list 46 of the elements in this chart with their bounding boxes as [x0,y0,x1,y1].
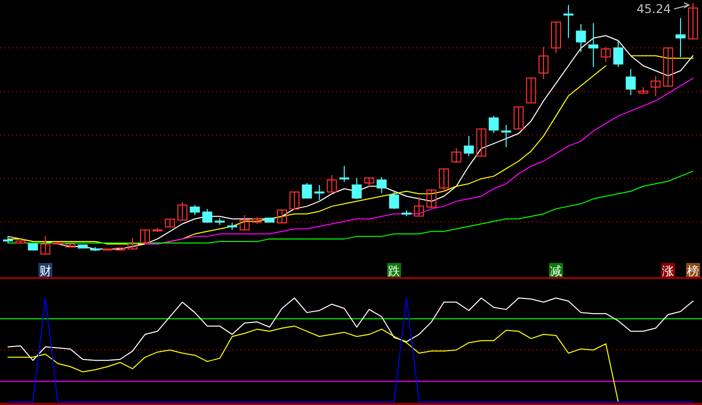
text: 榜 [687,264,699,278]
text: 跌 [388,264,400,278]
candlestick [164,218,175,228]
candlestick [177,202,188,221]
candlestick [551,22,561,54]
candlestick [613,40,624,68]
candlestick [538,46,549,80]
candlestick [626,68,636,96]
text: 财 [39,264,52,278]
candlestick [451,148,462,164]
candlestick [140,229,150,244]
text: 涨 [662,264,674,278]
candlestick [588,22,598,68]
candlestick [40,235,50,254]
text: 减 [550,264,562,278]
candlestick [414,196,424,217]
candlestick [339,165,350,182]
candlestick [688,2,698,40]
candlestick [514,106,524,130]
candlestick [376,176,387,194]
candlestick [576,24,586,52]
candlestick [600,46,611,62]
candlestick [202,208,212,224]
candlestick [128,237,138,250]
candlestick [240,214,250,230]
candlestick [190,204,200,216]
candlestick [426,188,436,209]
candlestick [289,192,300,210]
annotation: 45.24 [636,2,671,16]
candlestick [314,184,324,201]
candlestick [364,177,374,188]
candlestick [277,208,287,224]
candlestick [676,18,686,58]
candlestick [526,78,536,104]
candlestick [663,47,674,87]
candlestick [302,182,312,199]
candlestick [563,4,574,38]
candlestick [650,76,661,97]
candlestick [326,174,337,193]
candlestick [501,124,512,148]
candlestick [389,192,400,210]
candlestick [488,115,499,134]
candlestick [438,168,449,193]
candlestick [464,136,474,157]
candlestick [476,128,486,157]
candlestick [352,177,362,200]
